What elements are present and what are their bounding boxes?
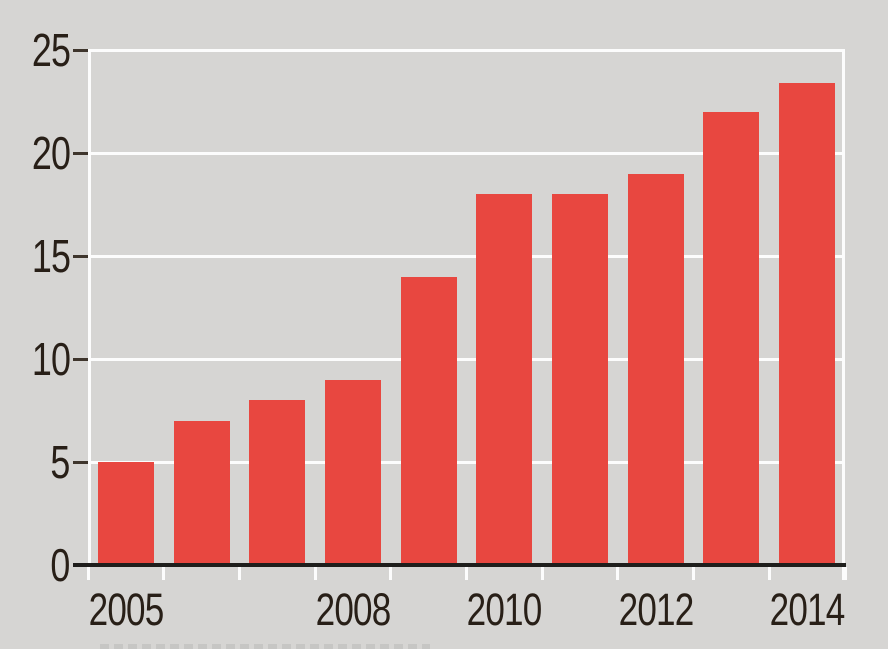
x-axis-tick: [767, 567, 771, 580]
y-axis-line: [88, 50, 91, 567]
gridline: [88, 48, 845, 52]
y-axis-label: 0: [0, 539, 71, 591]
bar-2007: [249, 400, 306, 565]
y-axis-tick: [73, 460, 88, 464]
y-axis-label-text: 20: [31, 127, 71, 179]
x-axis-tick: [465, 567, 468, 580]
x-axis-label: 2012: [586, 587, 726, 632]
x-axis-label-text: 2005: [88, 584, 164, 635]
x-axis-baseline: [73, 563, 846, 567]
x-axis-tick: [843, 567, 847, 580]
x-axis-label: 2010: [434, 587, 574, 632]
bar-2012: [627, 173, 684, 565]
cut-off-caption-fragment: [100, 644, 430, 649]
right-frame-line: [842, 50, 845, 580]
x-axis-label-text: 2008: [315, 584, 391, 635]
y-axis-label-text: 15: [31, 230, 71, 282]
bar-2008: [324, 379, 381, 565]
x-axis-tick: [616, 567, 620, 580]
gridline: [88, 151, 845, 155]
y-axis-tick: [73, 151, 88, 155]
x-axis-tick: [389, 567, 393, 580]
bar-2009: [400, 276, 457, 565]
x-axis-tick: [86, 567, 90, 580]
x-axis-label: 2005: [56, 587, 196, 632]
gridline: [88, 357, 845, 361]
bar-2014: [779, 82, 836, 565]
gridline: [88, 460, 845, 464]
y-axis-label: 20: [0, 127, 71, 179]
y-axis-label: 25: [0, 24, 71, 76]
x-axis-tick: [692, 567, 696, 580]
bar-2005: [97, 462, 154, 565]
x-axis-tick: [540, 567, 544, 580]
x-axis-tick: [313, 567, 317, 580]
x-axis-label-text: 2012: [618, 584, 694, 635]
y-axis-tick: [73, 357, 88, 361]
y-axis-label: 10: [0, 333, 71, 385]
y-axis-tick: [73, 254, 88, 258]
y-axis-label-text: 10: [31, 333, 71, 385]
bar-2013: [703, 111, 760, 565]
gridline: [88, 254, 845, 258]
x-axis-label: 2008: [283, 587, 423, 632]
x-axis-label-text: 2010: [466, 584, 543, 635]
x-axis-tick: [237, 567, 241, 580]
y-axis-label: 15: [0, 230, 71, 282]
bar-2006: [173, 420, 230, 565]
y-axis-label: 5: [0, 436, 71, 488]
y-axis-tick: [73, 48, 88, 52]
x-axis-tick: [162, 567, 166, 580]
x-axis-label-text: 2014: [769, 584, 846, 635]
y-axis-label-text: 25: [31, 24, 71, 76]
y-axis-label-text: 0: [50, 539, 71, 591]
bar-2011: [552, 194, 609, 565]
bar-2010: [476, 194, 533, 565]
x-axis-label: 2014: [737, 587, 877, 632]
y-axis-label-text: 5: [50, 436, 71, 488]
